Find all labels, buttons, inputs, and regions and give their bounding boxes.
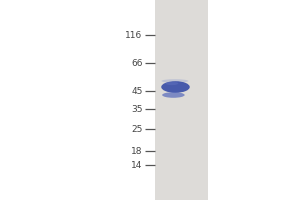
Ellipse shape [161, 79, 188, 83]
Text: 66: 66 [131, 58, 142, 68]
Text: 45: 45 [131, 87, 142, 96]
Ellipse shape [162, 92, 184, 98]
Text: 25: 25 [131, 124, 142, 134]
Text: 14: 14 [131, 160, 142, 169]
Ellipse shape [166, 82, 178, 85]
Text: 116: 116 [125, 30, 142, 40]
Text: 35: 35 [131, 105, 142, 114]
Ellipse shape [161, 81, 190, 93]
Text: 18: 18 [131, 146, 142, 156]
Bar [154, 0, 208, 200]
